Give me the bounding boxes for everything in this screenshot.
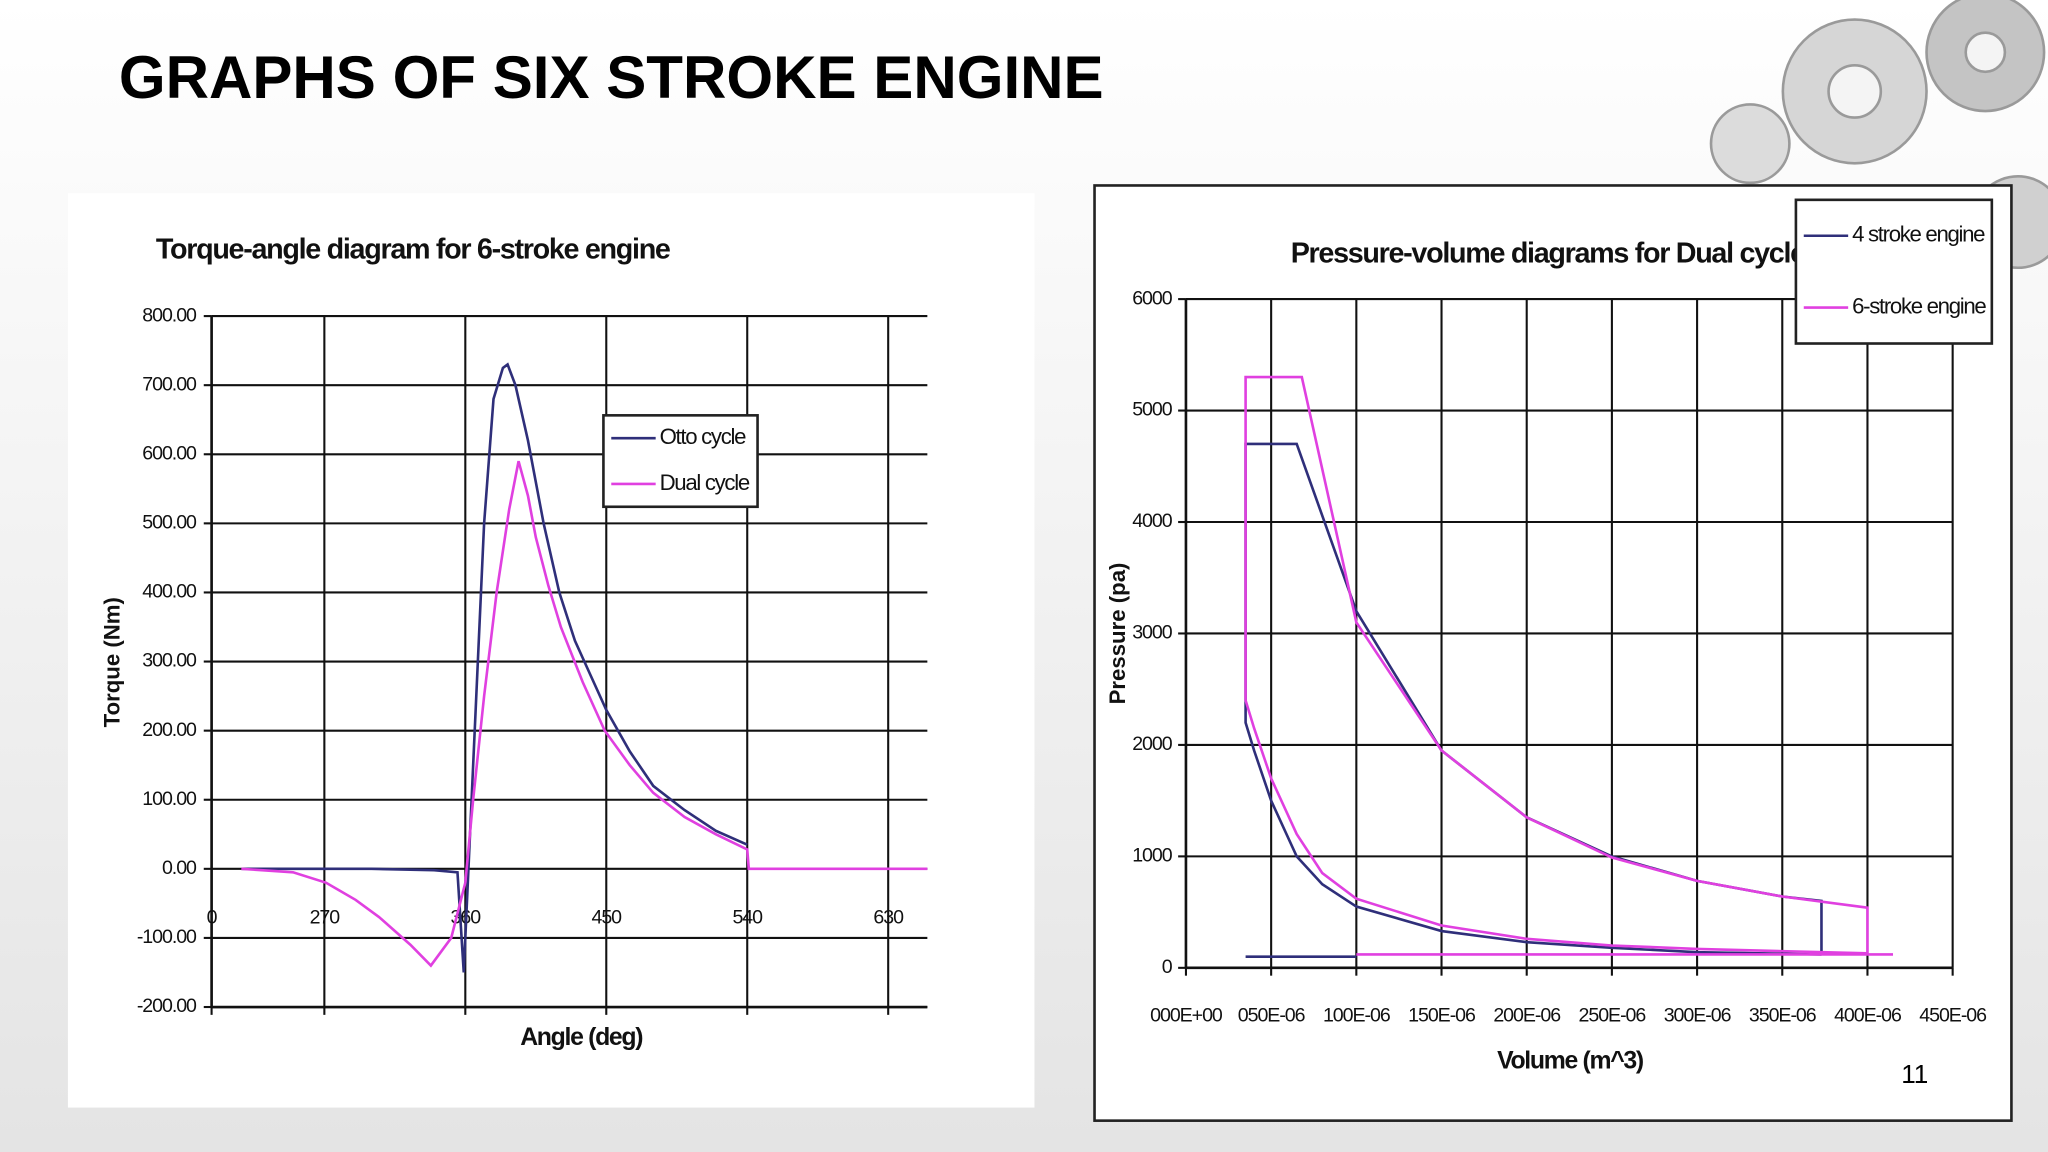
legend-label: Otto cycle bbox=[660, 424, 747, 449]
charts: Torque-angle diagram for 6-stroke engine… bbox=[67, 184, 2013, 1122]
x-tick-label: 400E-06 bbox=[1834, 1004, 1902, 1026]
x-axis-label: Angle (deg) bbox=[520, 1024, 643, 1051]
x-tick-label: 050E-06 bbox=[1238, 1004, 1306, 1026]
y-tick-label: 1000 bbox=[1132, 845, 1173, 867]
legend-label: Dual cycle bbox=[660, 470, 750, 495]
x-tick-label: 630 bbox=[873, 906, 904, 928]
y-tick-label: 200.00 bbox=[142, 719, 197, 741]
y-tick-label: 100.00 bbox=[142, 788, 197, 810]
x-tick-label: 100E-06 bbox=[1323, 1004, 1391, 1026]
y-tick-label: 2000 bbox=[1132, 733, 1173, 755]
x-tick-label: 300E-06 bbox=[1664, 1004, 1732, 1026]
y-tick-label: 3000 bbox=[1132, 622, 1173, 644]
x-tick-label: 200E-06 bbox=[1493, 1004, 1561, 1026]
x-tick-label: 000E+00 bbox=[1150, 1004, 1223, 1026]
y-tick-label: -200.00 bbox=[137, 995, 197, 1017]
chart-title: Torque-angle diagram for 6-stroke engine bbox=[156, 233, 670, 265]
slide-title: GRAPHS OF SIX STROKE ENGINE bbox=[119, 44, 1104, 111]
y-tick-label: 0.00 bbox=[162, 857, 197, 879]
chart-frame bbox=[67, 193, 1035, 1108]
legend-label: 4 stroke engine bbox=[1852, 222, 1985, 247]
y-axis-label: Pressure (pa) bbox=[1105, 563, 1130, 705]
y-tick-label: 400.00 bbox=[142, 581, 197, 603]
legend-box bbox=[602, 414, 759, 509]
x-axis-label: Volume (m^3) bbox=[1497, 1047, 1644, 1074]
series-line bbox=[241, 460, 928, 968]
legend-label: 6-stroke engine bbox=[1852, 293, 1986, 318]
series-line bbox=[241, 362, 748, 973]
page-number: 11 bbox=[1901, 1059, 1928, 1089]
x-tick-label: 250E-06 bbox=[1579, 1004, 1647, 1026]
y-tick-label: 600.00 bbox=[142, 442, 197, 464]
x-tick-label: 540 bbox=[732, 906, 763, 928]
y-tick-label: 5000 bbox=[1132, 399, 1173, 421]
y-axis-label: Torque (Nm) bbox=[99, 597, 124, 727]
y-tick-label: 700.00 bbox=[142, 373, 197, 395]
x-tick-label: 350E-06 bbox=[1749, 1004, 1817, 1026]
y-tick-label: 4000 bbox=[1132, 510, 1173, 532]
chart-title: Pressure-volume diagrams for Dual cycle bbox=[1291, 237, 1805, 269]
x-tick-label: 150E-06 bbox=[1408, 1004, 1476, 1026]
y-tick-label: -100.00 bbox=[137, 926, 197, 948]
x-tick-label: 450 bbox=[592, 906, 623, 928]
y-tick-label: 6000 bbox=[1132, 287, 1173, 309]
y-tick-label: 800.00 bbox=[142, 304, 197, 326]
x-tick-label: 270 bbox=[310, 906, 341, 928]
y-tick-label: 0 bbox=[1162, 956, 1173, 978]
x-tick-label: 450E-06 bbox=[1919, 1004, 1987, 1026]
y-tick-label: 300.00 bbox=[142, 650, 197, 672]
legend-box bbox=[1794, 198, 1994, 345]
y-tick-label: 500.00 bbox=[142, 512, 197, 534]
series-line bbox=[1244, 375, 1894, 956]
